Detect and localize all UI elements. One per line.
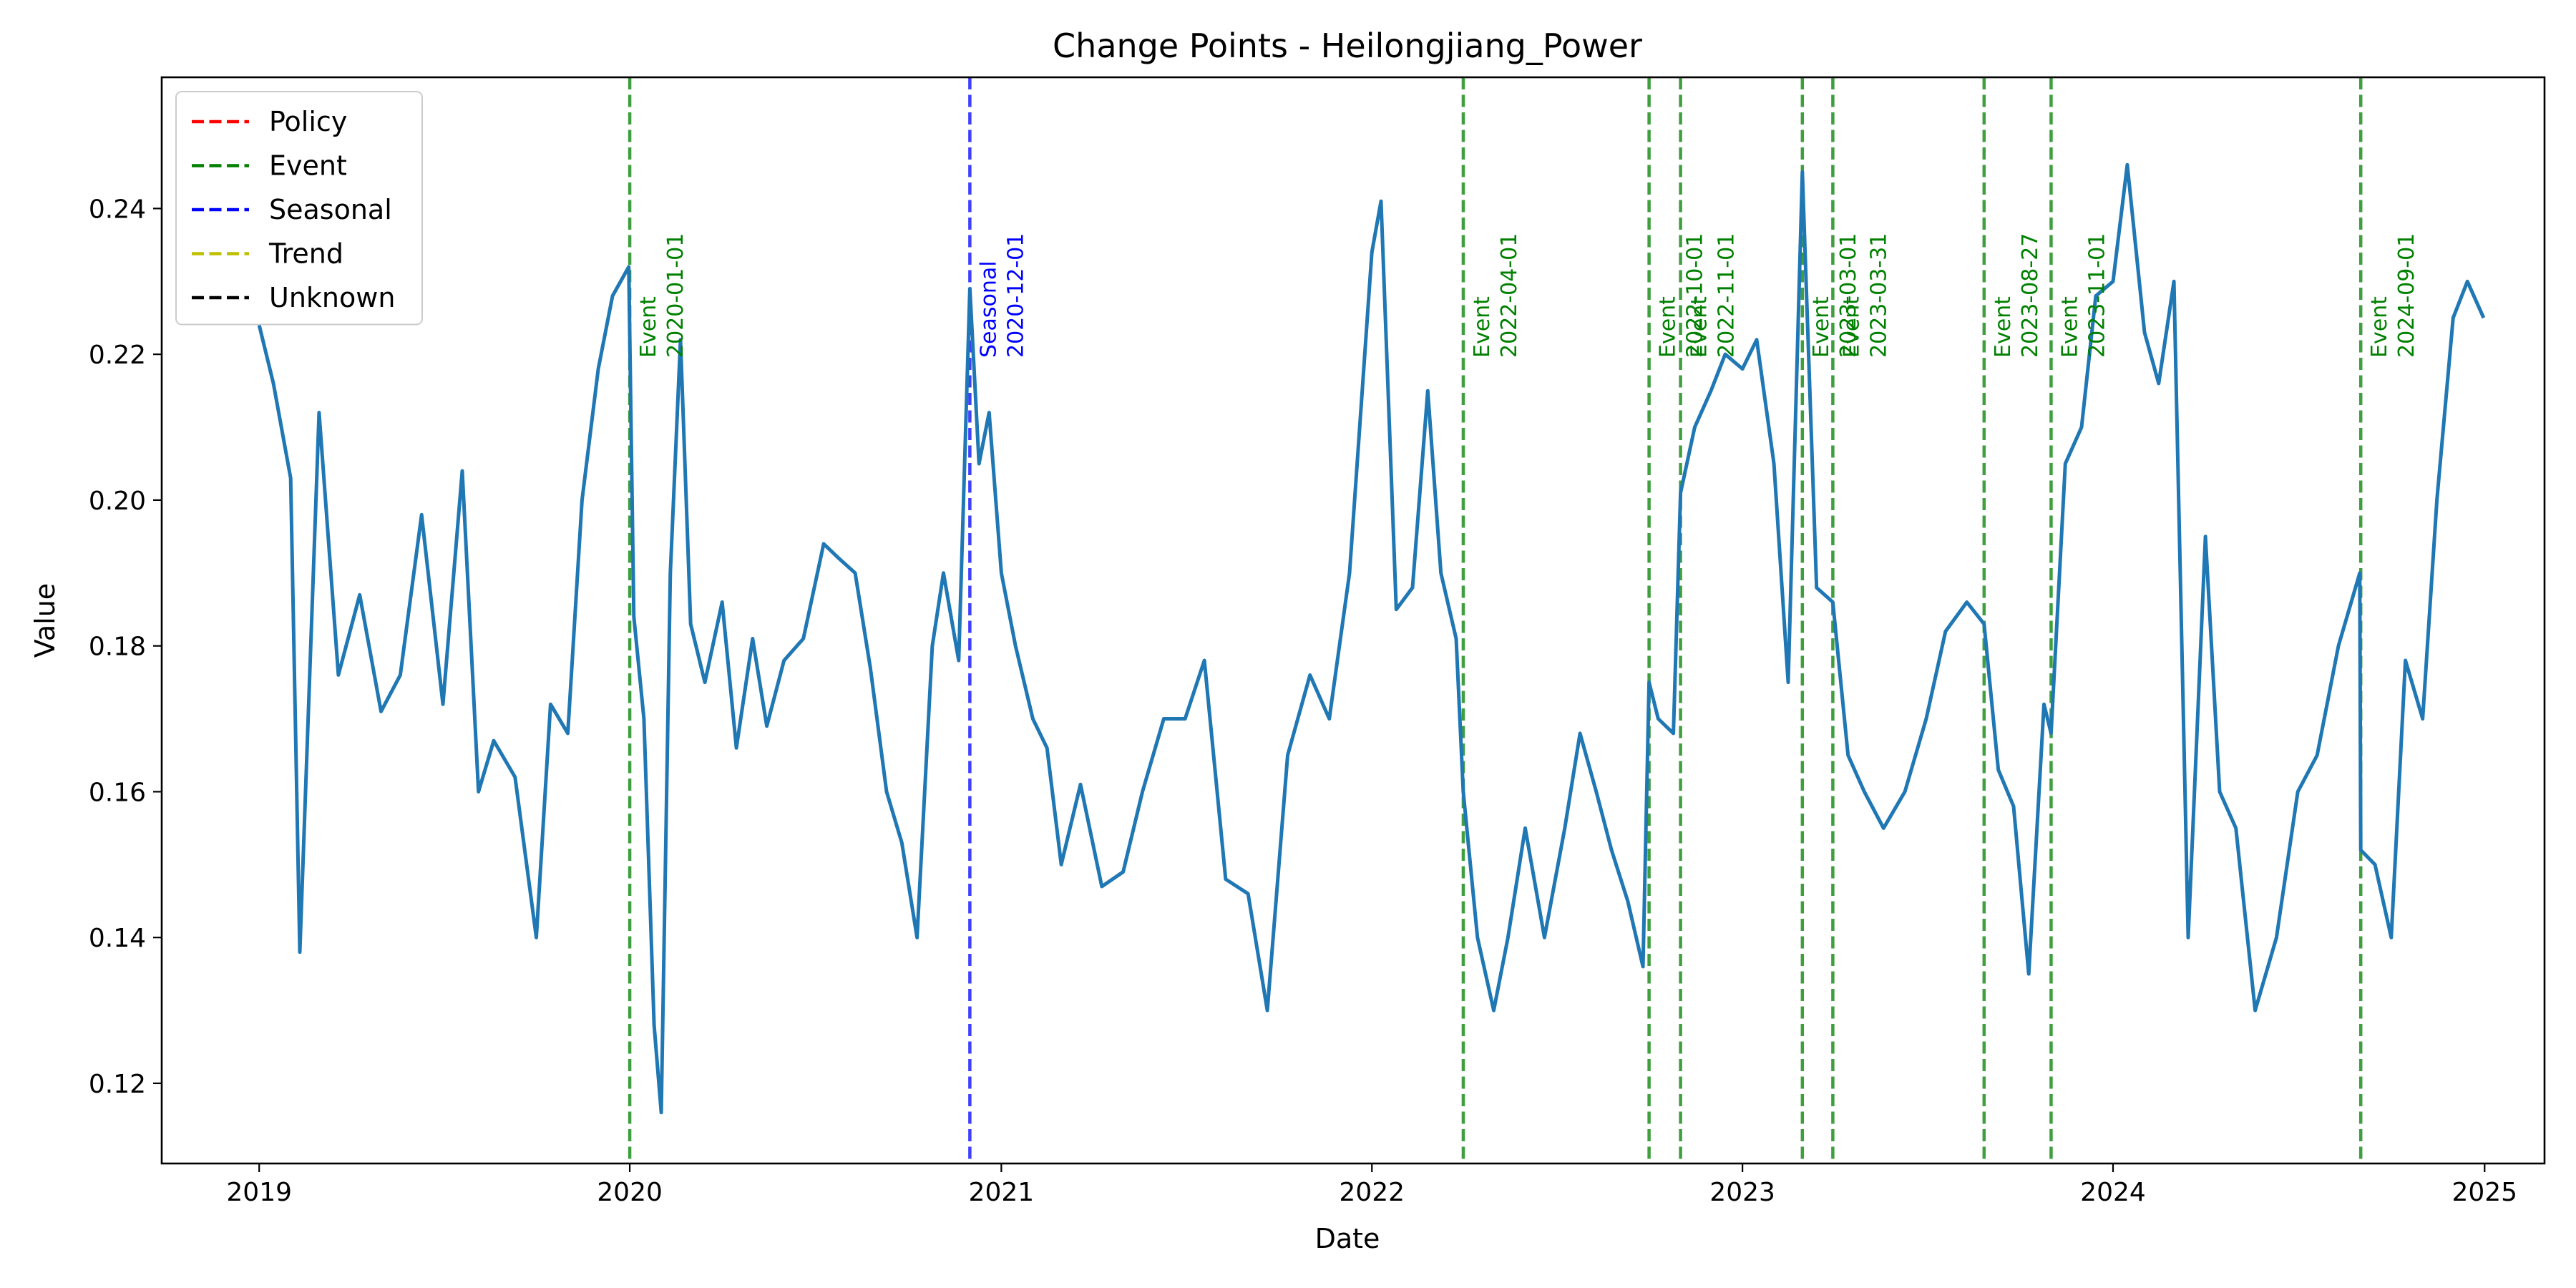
change-point-label: Seasonal: [976, 260, 1001, 358]
plot-area: [160, 76, 2546, 1165]
change-point-label: Event: [1991, 296, 2016, 358]
change-point-label: Event: [1687, 296, 1712, 358]
y-tick-label: 0.20: [89, 487, 146, 516]
change-point-date-label: 2023-03-31: [1866, 233, 1891, 358]
legend-label: Event: [269, 150, 347, 182]
y-tick-label: 0.16: [89, 778, 146, 807]
change-point-lines: [628, 77, 2363, 1163]
change-point-date-label: 2022-04-01: [1497, 233, 1522, 358]
change-point-label: Event: [1470, 296, 1495, 358]
x-tick-label: 2019: [226, 1178, 292, 1207]
change-point-label: Event: [2367, 296, 2392, 358]
x-axis: 2019 2020 2021 2022 2023 2024 2025: [226, 1163, 2517, 1207]
change-point-label: Event: [2057, 296, 2082, 358]
change-point-date-label: 2022-11-01: [1714, 233, 1740, 358]
y-tick-label: 0.18: [89, 633, 146, 662]
legend-box: [175, 91, 423, 326]
y-axis-label: Value: [29, 583, 61, 658]
y-tick-label: 0.24: [89, 195, 146, 224]
x-tick-label: 2023: [1709, 1178, 1775, 1207]
change-point-date-label: 2020-01-01: [663, 233, 688, 358]
legend-label: Seasonal: [269, 194, 392, 225]
legend-label: Unknown: [269, 282, 395, 313]
change-point-label: Event: [1656, 296, 1681, 358]
change-point-date-label: 2024-09-01: [2394, 233, 2419, 358]
series-line: [257, 162, 2486, 1115]
legend-label: Trend: [268, 238, 343, 270]
change-point-date-label: 2023-11-01: [2084, 233, 2109, 358]
x-tick-label: 2021: [969, 1178, 1035, 1207]
chart-title: Change Points - Heilongjiang_Power: [1053, 26, 1642, 65]
change-point-label: Event: [636, 296, 661, 358]
y-tick-label: 0.22: [89, 341, 146, 370]
x-axis-label: Date: [1315, 1223, 1380, 1254]
change-point-date-label: 2022-10-01: [1683, 233, 1708, 358]
x-tick-label: 2024: [2080, 1178, 2146, 1207]
change-point-date-label: 2020-12-01: [1003, 233, 1028, 358]
y-tick-label: 0.14: [89, 924, 146, 953]
x-tick-label: 2025: [2451, 1178, 2517, 1207]
legend-label: Policy: [269, 106, 347, 137]
x-tick-label: 2020: [597, 1178, 663, 1207]
x-tick-label: 2022: [1339, 1178, 1405, 1207]
y-tick-label: 0.12: [89, 1070, 146, 1099]
change-point-label: Event: [1809, 296, 1834, 358]
change-point-labels: Event 2020-01-01 Seasonal 2020-12-01 Event 20…: [636, 233, 2419, 358]
change-point-date-label: 2023-03-01: [1836, 233, 1861, 358]
series-layer: [257, 162, 2486, 1115]
change-point-label: Event: [1839, 296, 1864, 358]
y-axis: 0.12 0.14 0.16 0.18 0.20 0.22 0.24: [89, 195, 162, 1099]
change-point-date-label: 2023-08-27: [2018, 233, 2043, 358]
legend: Policy Event Seasonal Trend Unknown: [175, 91, 423, 326]
